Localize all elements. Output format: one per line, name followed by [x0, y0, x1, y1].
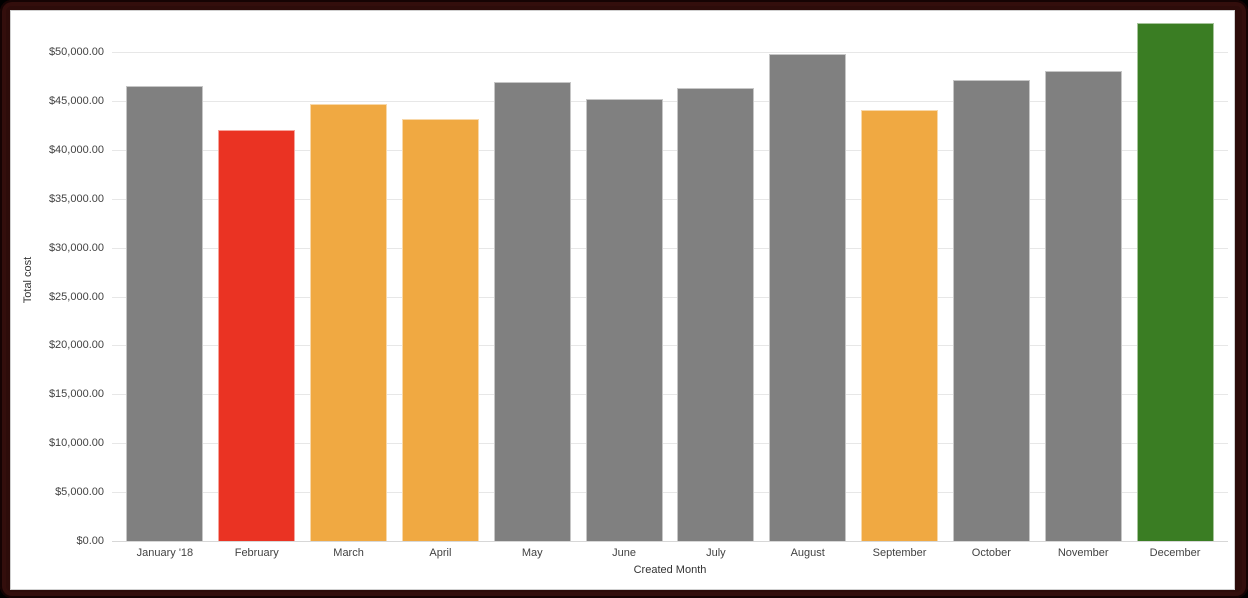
bar-slot-march — [303, 12, 395, 541]
bar-april[interactable] — [401, 119, 479, 541]
bar-slot-july — [670, 12, 762, 541]
bar-series — [119, 12, 1221, 541]
bar-february[interactable] — [218, 130, 296, 541]
gridline-$40,000.00 — [112, 149, 1228, 151]
x-tick-label-march: March — [333, 547, 364, 559]
gridline-$10,000.00 — [112, 443, 1228, 445]
y-tick-label: $45,000.00 — [48, 94, 104, 107]
y-tick-label: $30,000.00 — [48, 241, 104, 254]
bar-july[interactable] — [677, 88, 755, 541]
x-tick-label-september: September — [872, 547, 927, 559]
y-tick-label: $0.00 — [76, 535, 104, 547]
gridline-$15,000.00 — [112, 394, 1228, 396]
bar-october[interactable] — [952, 80, 1030, 541]
y-axis-title: Total cost — [22, 256, 34, 304]
bar-may[interactable] — [493, 82, 571, 541]
x-tick-label-november: November — [1057, 547, 1109, 559]
gridline-$5,000.00 — [112, 492, 1228, 494]
bar-march[interactable] — [310, 104, 388, 541]
x-tick-label-october: October — [971, 547, 1011, 559]
bar-slot-february — [211, 12, 303, 541]
bar-slot-august — [762, 12, 854, 541]
gridline-$45,000.00 — [112, 100, 1228, 102]
y-tick-label: $10,000.00 — [48, 437, 104, 450]
y-tick-label: $15,000.00 — [48, 388, 104, 401]
bar-september[interactable] — [861, 110, 939, 541]
bar-slot-may — [486, 12, 578, 541]
bar-august[interactable] — [769, 54, 847, 541]
gridline-$30,000.00 — [112, 247, 1228, 249]
gridline-$50,000.00 — [112, 52, 1228, 53]
x-tick-label-june: June — [612, 547, 636, 559]
bar-slot-november — [1037, 12, 1129, 541]
gridline-$35,000.00 — [112, 198, 1228, 200]
x-tick-label-july: July — [706, 547, 726, 559]
gridline-$20,000.00 — [112, 345, 1228, 347]
bar-slot-january-18 — [119, 12, 211, 541]
bar-january-18[interactable] — [126, 86, 204, 541]
bar-slot-december — [1129, 12, 1221, 541]
x-axis-title: Created Month — [633, 564, 707, 576]
bar-slot-june — [578, 12, 670, 541]
y-tick-label: $5,000.00 — [55, 486, 104, 499]
y-tick-label: $50,000.00 — [48, 46, 104, 58]
x-tick-label-august: August — [790, 547, 825, 559]
x-axis-tick-labels: January '18 February March April May June July… — [119, 547, 1221, 560]
bar-november[interactable] — [1044, 71, 1122, 541]
x-tick-label-april: April — [429, 547, 452, 559]
y-tick-label: $25,000.00 — [48, 290, 104, 303]
bar-slot-october — [945, 12, 1037, 541]
gridline-$0.00 — [112, 541, 1228, 542]
x-tick-label-february: February — [234, 547, 279, 559]
bar-slot-april — [394, 12, 486, 541]
x-tick-label-december: December — [1149, 547, 1201, 559]
x-tick-label-january-18: January '18 — [136, 547, 194, 559]
x-tick-label-may: May — [521, 547, 543, 559]
bar-slot-september — [854, 12, 946, 541]
bar-june[interactable] — [585, 99, 663, 541]
y-tick-label: $35,000.00 — [48, 192, 104, 205]
bar-december[interactable] — [1136, 23, 1214, 541]
gridline-$25,000.00 — [112, 296, 1228, 298]
y-tick-label: $20,000.00 — [48, 339, 104, 352]
y-tick-label: $40,000.00 — [48, 143, 104, 156]
